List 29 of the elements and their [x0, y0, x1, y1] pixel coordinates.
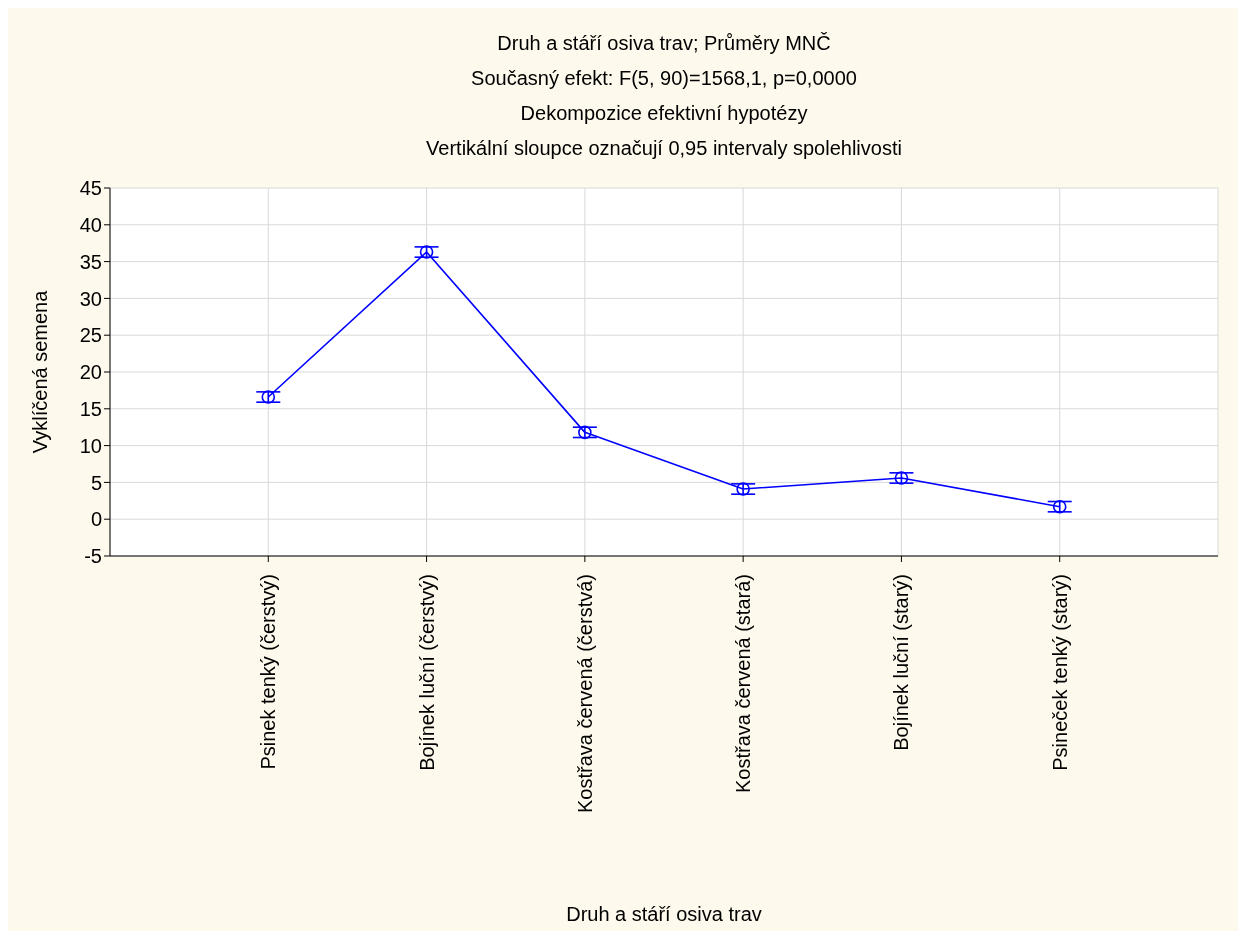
x-axis-title: Druh a stáří osiva trav: [566, 903, 762, 925]
y-tick-label: 25: [79, 324, 102, 347]
point: [578, 425, 592, 440]
y-axis-title: Vyklíčená semena: [29, 289, 52, 454]
x-tick-label: Kostřava červená (stará): [732, 574, 755, 793]
y-tick-label: -5: [84, 545, 102, 568]
y-tick-label: 10: [79, 434, 102, 457]
y-tick-label: 40: [79, 213, 102, 236]
y-tick-label: 45: [79, 177, 102, 200]
point: [419, 245, 434, 259]
y-tick-label: 0: [90, 508, 102, 531]
text: Dekompozice efektivní hypotézy: [519, 101, 809, 126]
text: Vertikální sloupce označují 0,95 intervaly spolehlivosti: [425, 136, 903, 161]
x-tick-label: Kostřava červená (čerstvá): [573, 574, 596, 813]
point: [736, 482, 750, 496]
y-tick-label: 35: [79, 250, 102, 273]
point: [261, 390, 276, 404]
x-tick-label: Psinek tenký (čerstvý): [257, 574, 280, 770]
chart-subtitle: Současný efekt: F(5, 90)=1568,1, p=0,0000: [470, 66, 858, 91]
y-tick-label: 30: [79, 287, 102, 310]
y-tick-label: 5: [90, 471, 102, 494]
x-tick-label: Psineček tenký (starý): [1048, 574, 1071, 771]
point: [894, 471, 909, 485]
y-tick-label: 15: [79, 397, 102, 420]
point: [1052, 499, 1067, 514]
chart-title: Druh a stáří osiva trav; Průměry MNČ: [496, 31, 832, 56]
y-tick-label: 20: [79, 361, 102, 384]
x-tick-label: Bojínek luční (starý): [890, 574, 913, 751]
x-tick-label: Bojínek luční (čerstvý): [415, 574, 438, 771]
